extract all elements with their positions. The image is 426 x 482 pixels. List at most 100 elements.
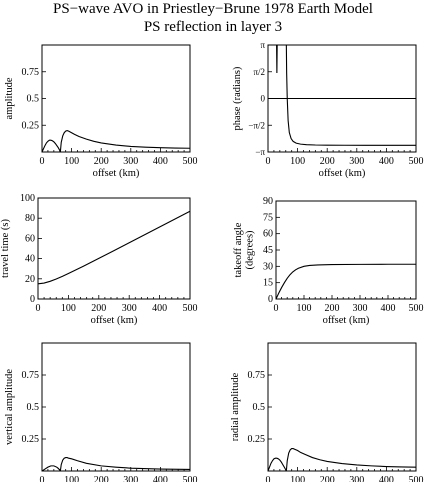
x-tick-label: 0	[266, 156, 271, 167]
y-axis-label: takeoff angle(degrees)	[233, 222, 256, 277]
y-tick-label: 0.25	[22, 120, 40, 131]
x-tick-label: 0	[40, 475, 45, 482]
x-tick-label: 400	[381, 303, 396, 314]
x-tick-label: 200	[94, 475, 109, 482]
x-axis-label: offset (km)	[323, 315, 370, 326]
x-tick-label: 300	[122, 303, 137, 314]
x-tick-label: 100	[64, 475, 79, 482]
x-tick-label: 0	[40, 156, 45, 167]
figure-title: PS−wave AVO in Priestley−Brune 1978 Eart…	[53, 1, 373, 17]
y-axis-label-line: takeoff angle	[233, 222, 244, 277]
x-axis-label: offset (km)	[93, 168, 140, 179]
x-tick-label: 300	[353, 303, 368, 314]
plot-frame	[41, 342, 191, 472]
x-tick-label: 300	[349, 156, 364, 167]
x-tick-label: 0	[274, 303, 279, 314]
plot-frame	[37, 197, 191, 300]
y-tick-label: 40	[25, 254, 35, 265]
x-tick-label: 500	[409, 156, 424, 167]
plot-frame	[41, 44, 191, 153]
series-line	[268, 457, 287, 471]
y-axis-label: vertical amplitude	[4, 369, 15, 445]
y-tick-label: −π/2	[248, 120, 265, 130]
x-tick-label: 200	[325, 303, 340, 314]
x-tick-label: 300	[123, 475, 138, 482]
chart-travel-time: 0 100 200 300 400 500 0 20 40 60 80 100 offset (km) t…	[0, 193, 198, 326]
plot-frame	[275, 200, 417, 300]
series-line	[276, 45, 278, 73]
x-tick-label: 500	[409, 303, 424, 314]
y-tick-label: 80	[25, 213, 35, 224]
plot-frame	[267, 342, 417, 472]
x-tick-label: 300	[123, 156, 138, 167]
y-tick-label: 0.5	[253, 402, 266, 413]
y-tick-label: 0.25	[22, 434, 40, 445]
y-axis-label: phase (radians)	[232, 66, 243, 130]
y-axis-label: amplitude	[4, 77, 15, 119]
y-axis-label: radial amplitude	[230, 372, 241, 441]
x-tick-label: 0	[36, 303, 41, 314]
x-axis-label: offset (km)	[91, 315, 138, 326]
chart-amplitude: 0 100 200 300 400 500 0.25 0.5 0.75 offset (km) am…	[4, 44, 198, 179]
y-tick-label: 45	[263, 245, 273, 256]
x-tick-label: 500	[183, 303, 198, 314]
y-tick-label: 0.25	[248, 434, 266, 445]
x-tick-label: 400	[379, 156, 394, 167]
series-line	[59, 130, 190, 152]
y-tick-label: 20	[25, 274, 35, 285]
y-axis-label: travel time (s)	[0, 219, 11, 278]
x-tick-label: 500	[409, 475, 424, 482]
x-axis-label: offset (km)	[319, 168, 366, 179]
series-line	[59, 457, 190, 471]
x-tick-label: 200	[320, 156, 335, 167]
series-line	[38, 210, 190, 285]
x-tick-label: 100	[64, 156, 79, 167]
x-tick-label: 100	[290, 475, 305, 482]
y-tick-label: 0.75	[248, 370, 266, 381]
x-tick-label: 500	[183, 475, 198, 482]
x-tick-label: 400	[153, 156, 168, 167]
x-tick-label: 200	[320, 475, 335, 482]
y-tick-label: 0	[261, 94, 266, 104]
chart-takeoff-angle: 0 100 200 300 400 500 0 15 30 45 60 75 90 offset (km)…	[233, 196, 424, 326]
x-tick-label: 100	[290, 156, 305, 167]
x-tick-label: 100	[297, 303, 312, 314]
series-line	[276, 263, 416, 299]
y-tick-label: 100	[20, 193, 35, 204]
y-tick-label: −π	[255, 147, 265, 157]
x-tick-label: 400	[153, 475, 168, 482]
y-tick-label: 0.75	[22, 370, 40, 381]
y-tick-label: 75	[263, 212, 273, 223]
y-tick-label: π/2	[253, 67, 265, 77]
series-line	[285, 45, 416, 146]
y-tick-label: 0	[268, 294, 273, 305]
figure-subtitle: PS reflection in layer 3	[143, 19, 283, 35]
chart-phase: 0 100 200 300 400 500 π π/2 0 −π/2 −π offset (km) ph…	[232, 40, 424, 179]
x-tick-label: 200	[91, 303, 106, 314]
y-tick-label: π	[260, 40, 265, 50]
x-tick-label: 200	[94, 156, 109, 167]
y-tick-label: 30	[263, 261, 273, 272]
x-tick-label: 100	[61, 303, 76, 314]
x-tick-label: 400	[152, 303, 167, 314]
y-tick-label: 0	[30, 294, 35, 305]
y-tick-label: 60	[263, 229, 273, 240]
series-line	[42, 139, 61, 152]
y-tick-label: 0.5	[27, 94, 40, 105]
y-axis-label-line: (degrees)	[244, 230, 255, 270]
y-tick-label: 0.75	[22, 67, 40, 78]
x-tick-label: 500	[183, 156, 198, 167]
x-tick-label: 0	[266, 475, 271, 482]
y-tick-label: 60	[25, 233, 35, 244]
x-tick-label: 400	[379, 475, 394, 482]
y-tick-label: 90	[263, 196, 273, 207]
y-tick-label: 15	[263, 278, 273, 289]
x-tick-label: 300	[349, 475, 364, 482]
series-line	[42, 465, 61, 471]
series-line	[285, 448, 416, 471]
y-tick-label: 0.5	[27, 402, 40, 413]
